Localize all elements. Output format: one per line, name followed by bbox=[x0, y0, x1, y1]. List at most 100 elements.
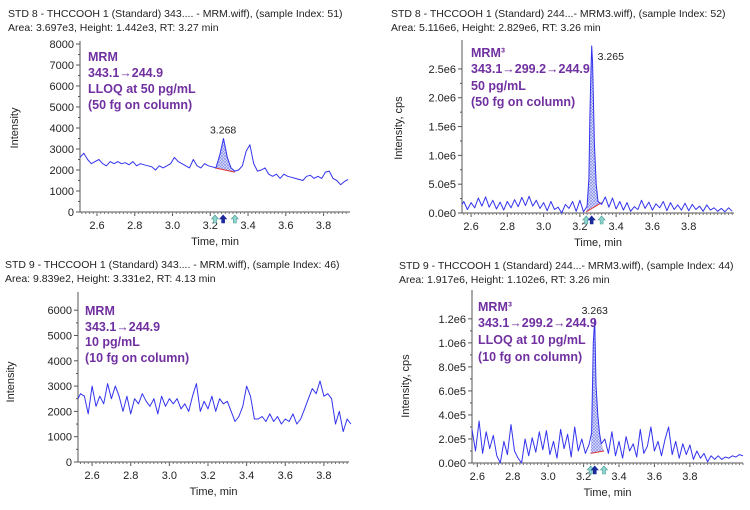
x-tick-label: 3.0 bbox=[162, 470, 177, 482]
y-tick-label: 2.0e5 bbox=[438, 434, 466, 446]
x-tick-label: 3.6 bbox=[647, 471, 662, 483]
peak-end-marker-icon bbox=[597, 215, 606, 225]
method-annotation-line: (10 fg on column) bbox=[85, 351, 189, 365]
peak-apex-marker-icon bbox=[218, 214, 228, 224]
x-tick-label: 3.2 bbox=[572, 221, 587, 233]
peak-rt-label: 3.268 bbox=[210, 125, 236, 137]
chart-title-line: STD 9 - THCCOOH 1 (Standard) 343.... - M… bbox=[5, 259, 340, 271]
y-tick-label: 5000 bbox=[48, 330, 72, 342]
chromatogram-trace bbox=[79, 138, 349, 186]
y-tick-label: 1000 bbox=[48, 432, 72, 444]
x-axis-label: Time, min bbox=[574, 237, 622, 249]
y-tick-label: 4000 bbox=[48, 356, 72, 368]
x-tick-label: 3.8 bbox=[316, 220, 331, 232]
x-tick-label: 2.6 bbox=[470, 471, 485, 483]
y-tick-label: 6000 bbox=[50, 81, 74, 93]
method-annotation-line: (50 fg on column) bbox=[471, 95, 575, 109]
y-tick-label: 0.0e0 bbox=[438, 458, 466, 470]
method-annotation-line: 343.1→299.2→244.9 bbox=[478, 316, 597, 330]
y-tick-label: 2.0e6 bbox=[428, 93, 456, 105]
y-tick-label: 2.5e6 bbox=[428, 64, 456, 76]
x-tick-label: 2.6 bbox=[89, 220, 104, 232]
peak-baseline bbox=[590, 450, 605, 454]
y-tick-label: 0 bbox=[66, 457, 72, 469]
peak-rt-label: 3.263 bbox=[582, 305, 608, 317]
y-tick-label: 1000 bbox=[50, 186, 74, 198]
x-tick-label: 2.6 bbox=[84, 470, 99, 482]
y-tick-label: 3000 bbox=[50, 144, 74, 156]
integrated-peak-area bbox=[215, 138, 235, 173]
x-tick-label: 3.0 bbox=[165, 220, 180, 232]
x-tick-label: 3.0 bbox=[536, 221, 551, 233]
x-tick-label: 3.4 bbox=[240, 220, 255, 232]
x-tick-label: 3.4 bbox=[608, 221, 623, 233]
x-tick-label: 3.0 bbox=[541, 471, 556, 483]
method-annotation-line: MRM bbox=[85, 304, 115, 318]
y-tick-label: 3000 bbox=[48, 381, 72, 393]
x-tick-label: 2.8 bbox=[123, 470, 138, 482]
y-tick-label: 8000 bbox=[50, 39, 74, 51]
peak-end-marker-icon bbox=[599, 465, 609, 475]
chromatogram-trace bbox=[461, 45, 733, 214]
x-tick-label: 3.6 bbox=[278, 220, 293, 232]
peak-start-marker-icon bbox=[210, 214, 220, 224]
x-tick-label: 3.4 bbox=[611, 471, 626, 483]
y-tick-label: 1.5e6 bbox=[428, 122, 456, 134]
x-tick-label: 2.8 bbox=[505, 471, 520, 483]
chart-panel-4: STD 9 - THCCOOH 1 (Standard) 244...- MRM… bbox=[399, 260, 744, 499]
chart-title-line: STD 8 - THCCOOH 1 (Standard) 244...- MRM… bbox=[391, 8, 726, 20]
y-tick-label: 0 bbox=[68, 207, 74, 219]
method-annotation-line: 50 pg/mL bbox=[471, 79, 526, 93]
x-tick-label: 2.8 bbox=[127, 220, 142, 232]
method-annotation-line: MRM bbox=[88, 50, 118, 64]
peak-baseline bbox=[585, 202, 602, 213]
x-tick-label: 3.8 bbox=[681, 221, 696, 233]
method-annotation-line: 343.1→244.9 bbox=[85, 320, 160, 334]
y-axis-label: Intensity, cps bbox=[400, 354, 412, 418]
peak-apex-marker-icon bbox=[590, 465, 599, 475]
chart-title-line: STD 8 - THCCOOH 1 (Standard) 343.... - M… bbox=[8, 8, 343, 20]
chart-title-line: Area: 3.697e3, Height: 1.442e3, RT: 3.27… bbox=[8, 22, 219, 34]
method-annotation-line: 10 pg/mL bbox=[85, 335, 140, 349]
x-tick-label: 3.2 bbox=[200, 470, 215, 482]
y-axis-label: Intensity bbox=[5, 361, 17, 402]
y-tick-label: 4000 bbox=[50, 123, 74, 135]
y-tick-label: 1.0e6 bbox=[438, 338, 466, 350]
x-axis-label: Time, min bbox=[191, 236, 239, 248]
peak-rt-label: 3.265 bbox=[598, 51, 624, 63]
peak-apex-marker-icon bbox=[587, 215, 596, 225]
y-tick-label: 1.2e6 bbox=[438, 314, 466, 326]
y-tick-label: 1.0e6 bbox=[428, 150, 456, 162]
x-tick-label: 3.8 bbox=[316, 470, 331, 482]
chart-title-line: Area: 5.116e6, Height: 2.829e6, RT: 3.26… bbox=[391, 22, 601, 34]
method-annotation-line: 343.1→244.9 bbox=[88, 66, 163, 80]
y-axis-label: Intensity bbox=[9, 107, 21, 148]
x-tick-label: 3.8 bbox=[682, 471, 697, 483]
peak-baseline bbox=[214, 167, 235, 173]
method-annotation-line: LLOQ at 50 pg/mL bbox=[88, 82, 196, 96]
method-annotation-line: MRM³ bbox=[471, 46, 505, 60]
method-annotation-line: (10 fg on column) bbox=[478, 350, 582, 364]
method-annotation-line: LLOQ at 10 pg/mL bbox=[478, 333, 586, 347]
x-tick-label: 3.6 bbox=[645, 221, 660, 233]
chart-title-line: Area: 9.839e2, Height: 3.331e2, RT: 4.13… bbox=[5, 273, 216, 285]
method-annotation-line: MRM³ bbox=[478, 300, 512, 314]
integrated-peak-area bbox=[590, 318, 604, 454]
x-axis-label: Time, min bbox=[190, 486, 238, 498]
x-axis-label: Time, min bbox=[584, 487, 632, 499]
y-tick-label: 4.0e5 bbox=[438, 410, 466, 422]
chart-panel-1: STD 8 - THCCOOH 1 (Standard) 343.... - M… bbox=[8, 8, 350, 248]
y-tick-label: 7000 bbox=[50, 60, 74, 72]
y-axis-label: Intensity, cps bbox=[393, 96, 405, 160]
x-tick-label: 3.2 bbox=[576, 471, 591, 483]
chart-title-line: STD 9 - THCCOOH 1 (Standard) 244...- MRM… bbox=[399, 260, 734, 272]
peak-end-marker-icon bbox=[230, 214, 239, 224]
y-tick-label: 2000 bbox=[50, 165, 74, 177]
y-tick-label: 5000 bbox=[50, 102, 74, 114]
x-tick-label: 2.8 bbox=[500, 221, 515, 233]
y-tick-label: 6.0e5 bbox=[438, 386, 466, 398]
method-annotation-line: (50 fg on column) bbox=[88, 98, 192, 112]
y-tick-label: 2000 bbox=[48, 406, 72, 418]
chart-title-line: Area: 1.917e6, Height: 1.102e6, RT: 3.26… bbox=[399, 274, 610, 286]
